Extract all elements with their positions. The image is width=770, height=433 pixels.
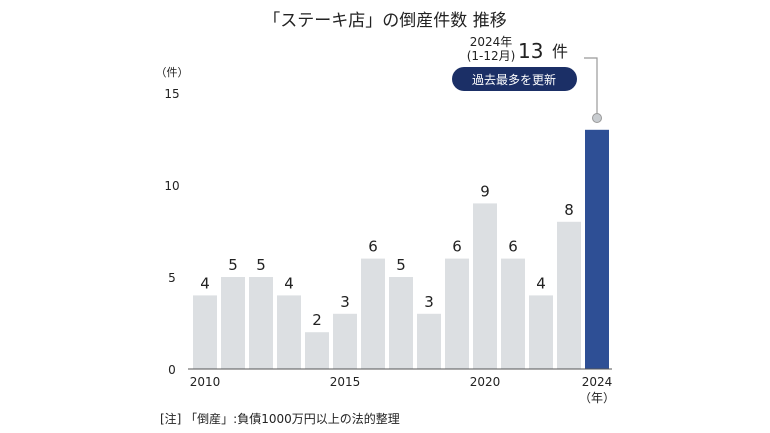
data-label-2017: 5 bbox=[396, 256, 406, 274]
data-label-2023: 8 bbox=[564, 201, 574, 219]
data-label-2012: 5 bbox=[256, 256, 266, 274]
y-axis-unit: （件） bbox=[156, 66, 189, 79]
x-tick-label: 2015 bbox=[330, 375, 361, 389]
x-tick-label: 2010 bbox=[190, 375, 221, 389]
bar-2018 bbox=[417, 313, 441, 369]
annotation-period: (1-12月) bbox=[467, 49, 516, 63]
data-label-2013: 4 bbox=[284, 274, 294, 292]
data-label-2020: 9 bbox=[480, 182, 490, 200]
bar-2024 bbox=[585, 129, 609, 369]
data-label-2019: 6 bbox=[452, 238, 462, 256]
y-tick-label: 5 bbox=[168, 271, 176, 285]
y-tick-label: 10 bbox=[164, 179, 179, 193]
data-label-2011: 5 bbox=[228, 256, 238, 274]
record-badge-label: 過去最多を更新 bbox=[472, 72, 556, 87]
y-tick-label: 0 bbox=[168, 363, 176, 377]
annotation-marker bbox=[592, 113, 602, 123]
bar-2019 bbox=[445, 258, 469, 369]
bar-2015 bbox=[333, 313, 357, 369]
bar-2011 bbox=[221, 277, 245, 369]
bar-2017 bbox=[389, 277, 413, 369]
annotation-value: 13 bbox=[518, 39, 543, 63]
data-label-2018: 3 bbox=[424, 293, 434, 311]
data-label-2014: 2 bbox=[312, 311, 322, 329]
bar-2013 bbox=[277, 295, 301, 369]
annotation-year: 2024年 bbox=[470, 35, 513, 49]
annotation-leader-line bbox=[584, 57, 598, 116]
data-label-2022: 4 bbox=[536, 274, 546, 292]
bar-2016 bbox=[361, 258, 385, 369]
x-tick-label: 2020 bbox=[470, 375, 501, 389]
bar-2021 bbox=[501, 258, 525, 369]
bar-2022 bbox=[529, 295, 553, 369]
footnote: [注] 「倒産」:負債1000万円以上の法的整理 bbox=[160, 411, 400, 426]
bar-2012 bbox=[249, 277, 273, 369]
data-label-2021: 6 bbox=[508, 238, 518, 256]
bar-2020 bbox=[473, 203, 497, 369]
record-badge bbox=[452, 67, 577, 91]
chart-title: 「ステーキ店」の倒産件数 推移 bbox=[263, 11, 506, 31]
y-tick-label: 15 bbox=[164, 87, 179, 101]
bar-2023 bbox=[557, 221, 581, 369]
annotation-unit: 件 bbox=[552, 42, 568, 61]
bar-2014 bbox=[305, 332, 329, 369]
data-label-2016: 6 bbox=[368, 238, 378, 256]
x-axis-unit: （年） bbox=[579, 391, 615, 405]
bar-2010 bbox=[193, 295, 217, 369]
data-label-2015: 3 bbox=[340, 293, 350, 311]
x-tick-label: 2024 bbox=[582, 375, 613, 389]
data-label-2010: 4 bbox=[200, 274, 210, 292]
